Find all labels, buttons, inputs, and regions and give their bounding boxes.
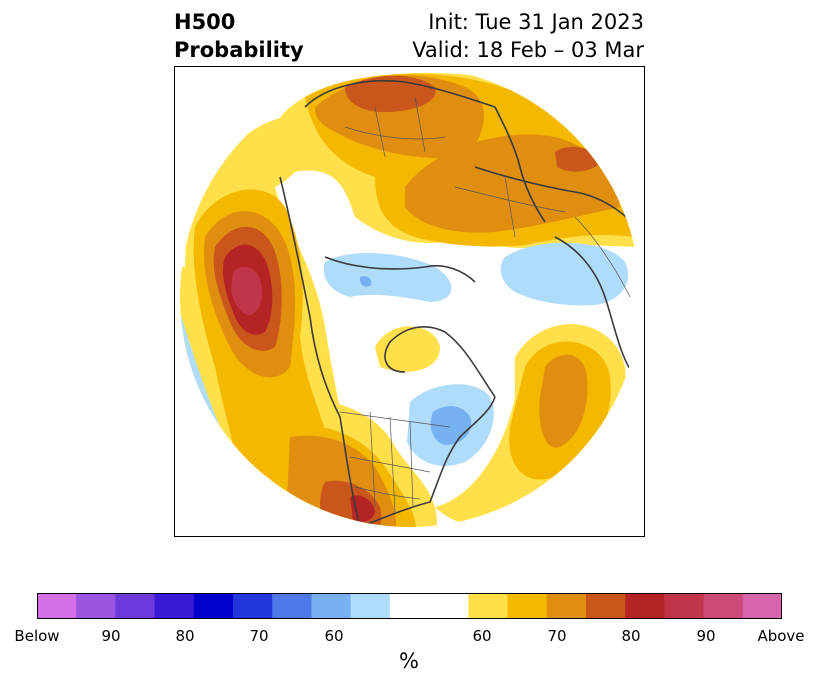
map-line <box>384 326 496 398</box>
map-line <box>389 416 396 513</box>
map-line <box>369 411 376 508</box>
colorbar-unit: % <box>399 649 419 673</box>
colorbar-swatch <box>625 593 665 619</box>
colorbar-tick-label: 90 <box>696 627 716 645</box>
colorbar-canvas <box>37 593 782 619</box>
colorbar-tick-label: 60 <box>472 627 492 645</box>
colorbar-swatch <box>37 593 77 619</box>
colorbar-swatch <box>664 593 705 619</box>
colorbar-tick-label: Below <box>14 627 60 645</box>
map-line <box>344 126 446 140</box>
map-line <box>409 421 414 508</box>
colorbar-swatch <box>233 593 273 619</box>
colorbar-swatch <box>76 593 116 619</box>
valid-range: Valid: 18 Feb – 03 Mar <box>412 38 644 62</box>
above75-region-south <box>350 495 375 523</box>
map-line <box>494 106 546 223</box>
colorbar-swatch <box>350 593 391 619</box>
map-canvas <box>180 72 640 527</box>
init-date: Init: Tue 31 Jan 2023 <box>428 10 644 34</box>
below-region-siberia <box>500 242 629 306</box>
map-line <box>304 79 496 108</box>
colorbar-tick-label: 70 <box>249 627 269 645</box>
map-line <box>279 176 361 527</box>
colorbar-swatch <box>703 593 744 619</box>
colorbar-swatch <box>272 593 312 619</box>
colorbar-tick-label: 60 <box>324 627 344 645</box>
colorbar-tick-label: 90 <box>101 627 121 645</box>
map-line <box>339 411 451 428</box>
map-line <box>454 186 566 213</box>
map-line <box>324 256 476 283</box>
colorbar-tick-label: 70 <box>547 627 567 645</box>
title-product: Probability <box>174 38 304 62</box>
map-line <box>354 486 421 500</box>
colorbar-swatch <box>742 593 782 619</box>
probability-map <box>174 66 645 537</box>
map-line <box>554 236 636 378</box>
colorbar-tick-label: 80 <box>621 627 641 645</box>
map-line <box>374 106 386 158</box>
map-line <box>359 396 496 527</box>
above-region-hudson <box>375 326 440 372</box>
colorbar-swatch <box>389 593 469 619</box>
map-disk <box>180 72 640 527</box>
above65-region-atlantic <box>539 354 588 448</box>
colorbar-swatch <box>311 593 352 619</box>
map-line <box>504 176 516 238</box>
colorbar-swatch <box>507 593 548 619</box>
below60-region-arctic <box>359 276 372 287</box>
colorbar-frame <box>37 593 782 619</box>
map-line <box>574 216 631 298</box>
colorbar-swatch <box>468 593 509 619</box>
colorbar-tick-label: 80 <box>175 627 195 645</box>
colorbar-swatch <box>193 593 234 619</box>
above70-region-europe <box>345 75 436 112</box>
above80-region-pacific <box>231 266 263 315</box>
colorbar-swatch <box>585 593 626 619</box>
political-borders <box>339 96 631 513</box>
map-line <box>349 456 431 473</box>
title-variable: H500 <box>174 10 236 34</box>
colorbar-swatch <box>546 593 587 619</box>
below-region-arctic <box>323 252 452 302</box>
title-right: Init: Tue 31 Jan 2023 Valid: 18 Feb – 03… <box>412 8 644 64</box>
colorbar-tick-label: Above <box>757 627 805 645</box>
above70-region-asia <box>555 146 600 172</box>
colorbar-swatch <box>154 593 195 619</box>
colorbar-swatch <box>115 593 156 619</box>
map-line <box>414 96 426 153</box>
title-left: H500 Probability <box>174 8 304 64</box>
colorbar <box>37 593 782 619</box>
